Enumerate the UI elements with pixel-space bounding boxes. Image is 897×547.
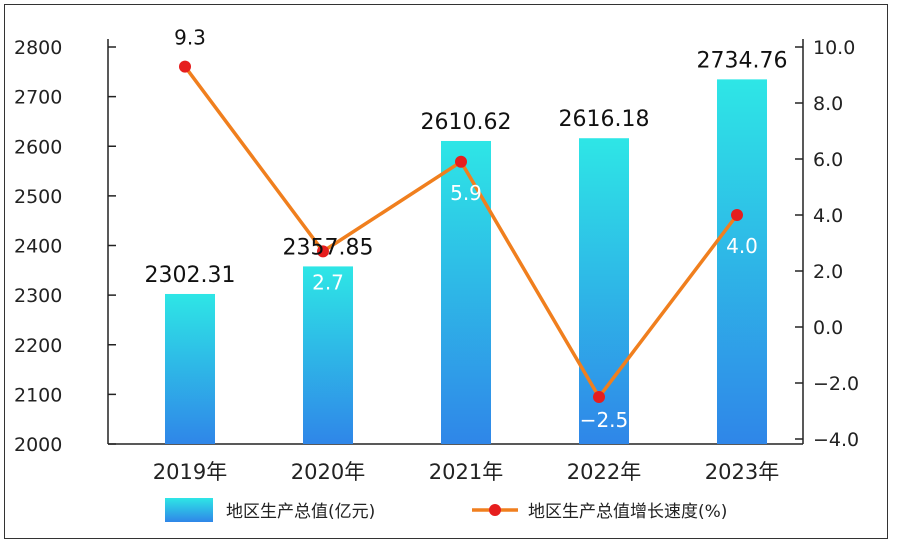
chart-frame <box>4 4 888 539</box>
growth-value-label: 2.7 <box>312 270 344 294</box>
legend-bar-swatch <box>165 498 213 522</box>
left-tick-label: 2500 <box>14 186 62 208</box>
data-labels: 2302.31 2357.85 2610.62 2616.18 2734.76 9.3 2.… <box>145 26 788 432</box>
bar-value-label: 2616.18 <box>559 107 650 132</box>
left-tick-label: 2400 <box>14 236 62 258</box>
right-tick-label: 10.0 <box>813 37 855 59</box>
growth-value-label: −2.5 <box>580 408 629 432</box>
growth-point <box>455 155 467 168</box>
left-tick-label: 2300 <box>14 285 62 307</box>
bar-value-label: 2610.62 <box>421 110 512 135</box>
category-label: 2023年 <box>705 460 779 484</box>
category-label: 2022年 <box>567 460 641 484</box>
left-tick-label: 2000 <box>14 434 62 456</box>
left-tick-label: 2200 <box>14 335 62 357</box>
bars <box>165 79 767 444</box>
right-tick-label: −2.0 <box>813 373 859 395</box>
bar <box>717 79 767 444</box>
left-tick-label: 2100 <box>14 384 62 406</box>
bar-value-label: 2302.31 <box>145 263 236 288</box>
growth-value-label: 4.0 <box>726 234 758 258</box>
growth-point <box>317 245 329 258</box>
legend-line-label: 地区生产总值增长速度(%) <box>528 502 727 522</box>
growth-line-layer <box>179 60 743 403</box>
category-label: 2021年 <box>429 460 503 484</box>
right-tick-label: 2.0 <box>813 261 843 283</box>
right-tick-label: 8.0 <box>813 93 843 115</box>
right-tick-label: 0.0 <box>813 317 843 339</box>
left-tick-label: 2700 <box>14 87 62 109</box>
bar <box>165 293 215 444</box>
bar-value-label: 2357.85 <box>283 235 374 260</box>
left-tick-label: 2800 <box>14 37 62 59</box>
category-label: 2020年 <box>291 460 365 484</box>
bar <box>303 266 353 444</box>
growth-point <box>593 391 605 403</box>
bar <box>441 140 491 444</box>
growth-value-label: 5.9 <box>450 181 482 205</box>
growth-point <box>731 209 743 221</box>
category-label: 2019年 <box>153 460 227 484</box>
axes: 2000 2100 2200 2300 2400 2500 2600 2700 2800 −4.0… <box>14 37 859 484</box>
right-tick-label: 6.0 <box>813 149 843 171</box>
left-tick-label: 2600 <box>14 136 62 158</box>
growth-point <box>179 60 191 73</box>
legend: 地区生产总值(亿元) 地区生产总值增长速度(%) <box>165 498 727 522</box>
bar-value-label: 2734.76 <box>697 48 788 73</box>
legend-bar-label: 地区生产总值(亿元) <box>226 502 375 522</box>
growth-value-label: 9.3 <box>174 26 206 50</box>
legend-line-marker <box>489 504 501 516</box>
right-tick-label: −4.0 <box>813 429 859 451</box>
right-tick-label: 4.0 <box>813 205 843 227</box>
